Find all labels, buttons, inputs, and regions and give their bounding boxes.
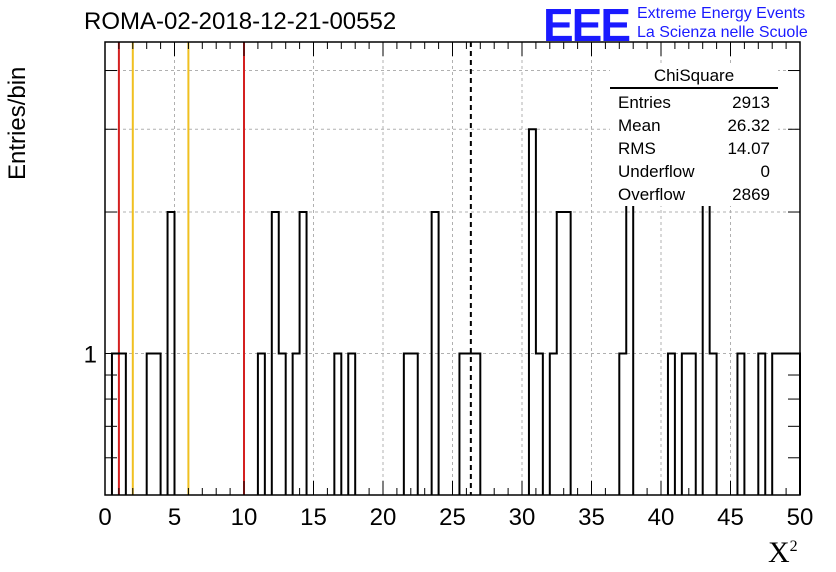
x-axis-label-main: X	[768, 536, 790, 569]
stats-value: 26.32	[727, 116, 770, 135]
stats-label: Entries	[618, 93, 671, 112]
x-tick-label: 20	[370, 504, 397, 531]
y-tick-label: 1	[84, 342, 97, 369]
eee-logo: EEE	[543, 0, 631, 51]
x-tick-label: 45	[717, 504, 744, 531]
x-tick-label: 10	[231, 504, 258, 531]
stats-label: Mean	[618, 116, 661, 135]
stats-value: 14.07	[727, 139, 770, 158]
x-tick-label: 50	[787, 504, 814, 531]
y-axis-label: Entries/bin	[4, 66, 31, 180]
x-tick-label: 25	[439, 504, 466, 531]
stats-value: 2869	[732, 185, 770, 204]
x-tick-label: 5	[168, 504, 181, 531]
stats-title: ChiSquare	[610, 66, 778, 89]
stats-row: Mean 26.32	[610, 114, 778, 137]
stats-label: RMS	[618, 139, 656, 158]
chart-title: ROMA-02-2018-12-21-00552	[84, 8, 397, 35]
x-tick-label: 40	[648, 504, 675, 531]
stats-label: Overflow	[618, 185, 686, 204]
x-tick-label: 0	[98, 504, 111, 531]
x-axis-label: X2	[768, 536, 798, 570]
stats-label: Underflow	[618, 162, 695, 181]
stats-value: 2913	[732, 93, 770, 112]
x-tick-label: 30	[509, 504, 536, 531]
x-axis-label-sup: 2	[789, 538, 798, 555]
x-tick-label: 35	[578, 504, 605, 531]
stats-value: 0	[760, 162, 770, 181]
stats-row: RMS 14.07	[610, 137, 778, 160]
stats-row: Entries 2913	[610, 91, 778, 114]
stats-row: Underflow 0	[610, 160, 778, 183]
x-tick-label: 15	[300, 504, 327, 531]
logo-line-1: Extreme Energy Events	[637, 5, 806, 22]
stats-row: Overflow 2869	[610, 183, 778, 206]
stats-box: ChiSquare Entries 2913 Mean 26.32 RMS 14.07…	[610, 66, 778, 206]
logo-line-2: La Scienza nelle Scuole	[637, 24, 808, 41]
logo-text: Extreme Energy Events La Scienza nelle S…	[637, 4, 808, 42]
